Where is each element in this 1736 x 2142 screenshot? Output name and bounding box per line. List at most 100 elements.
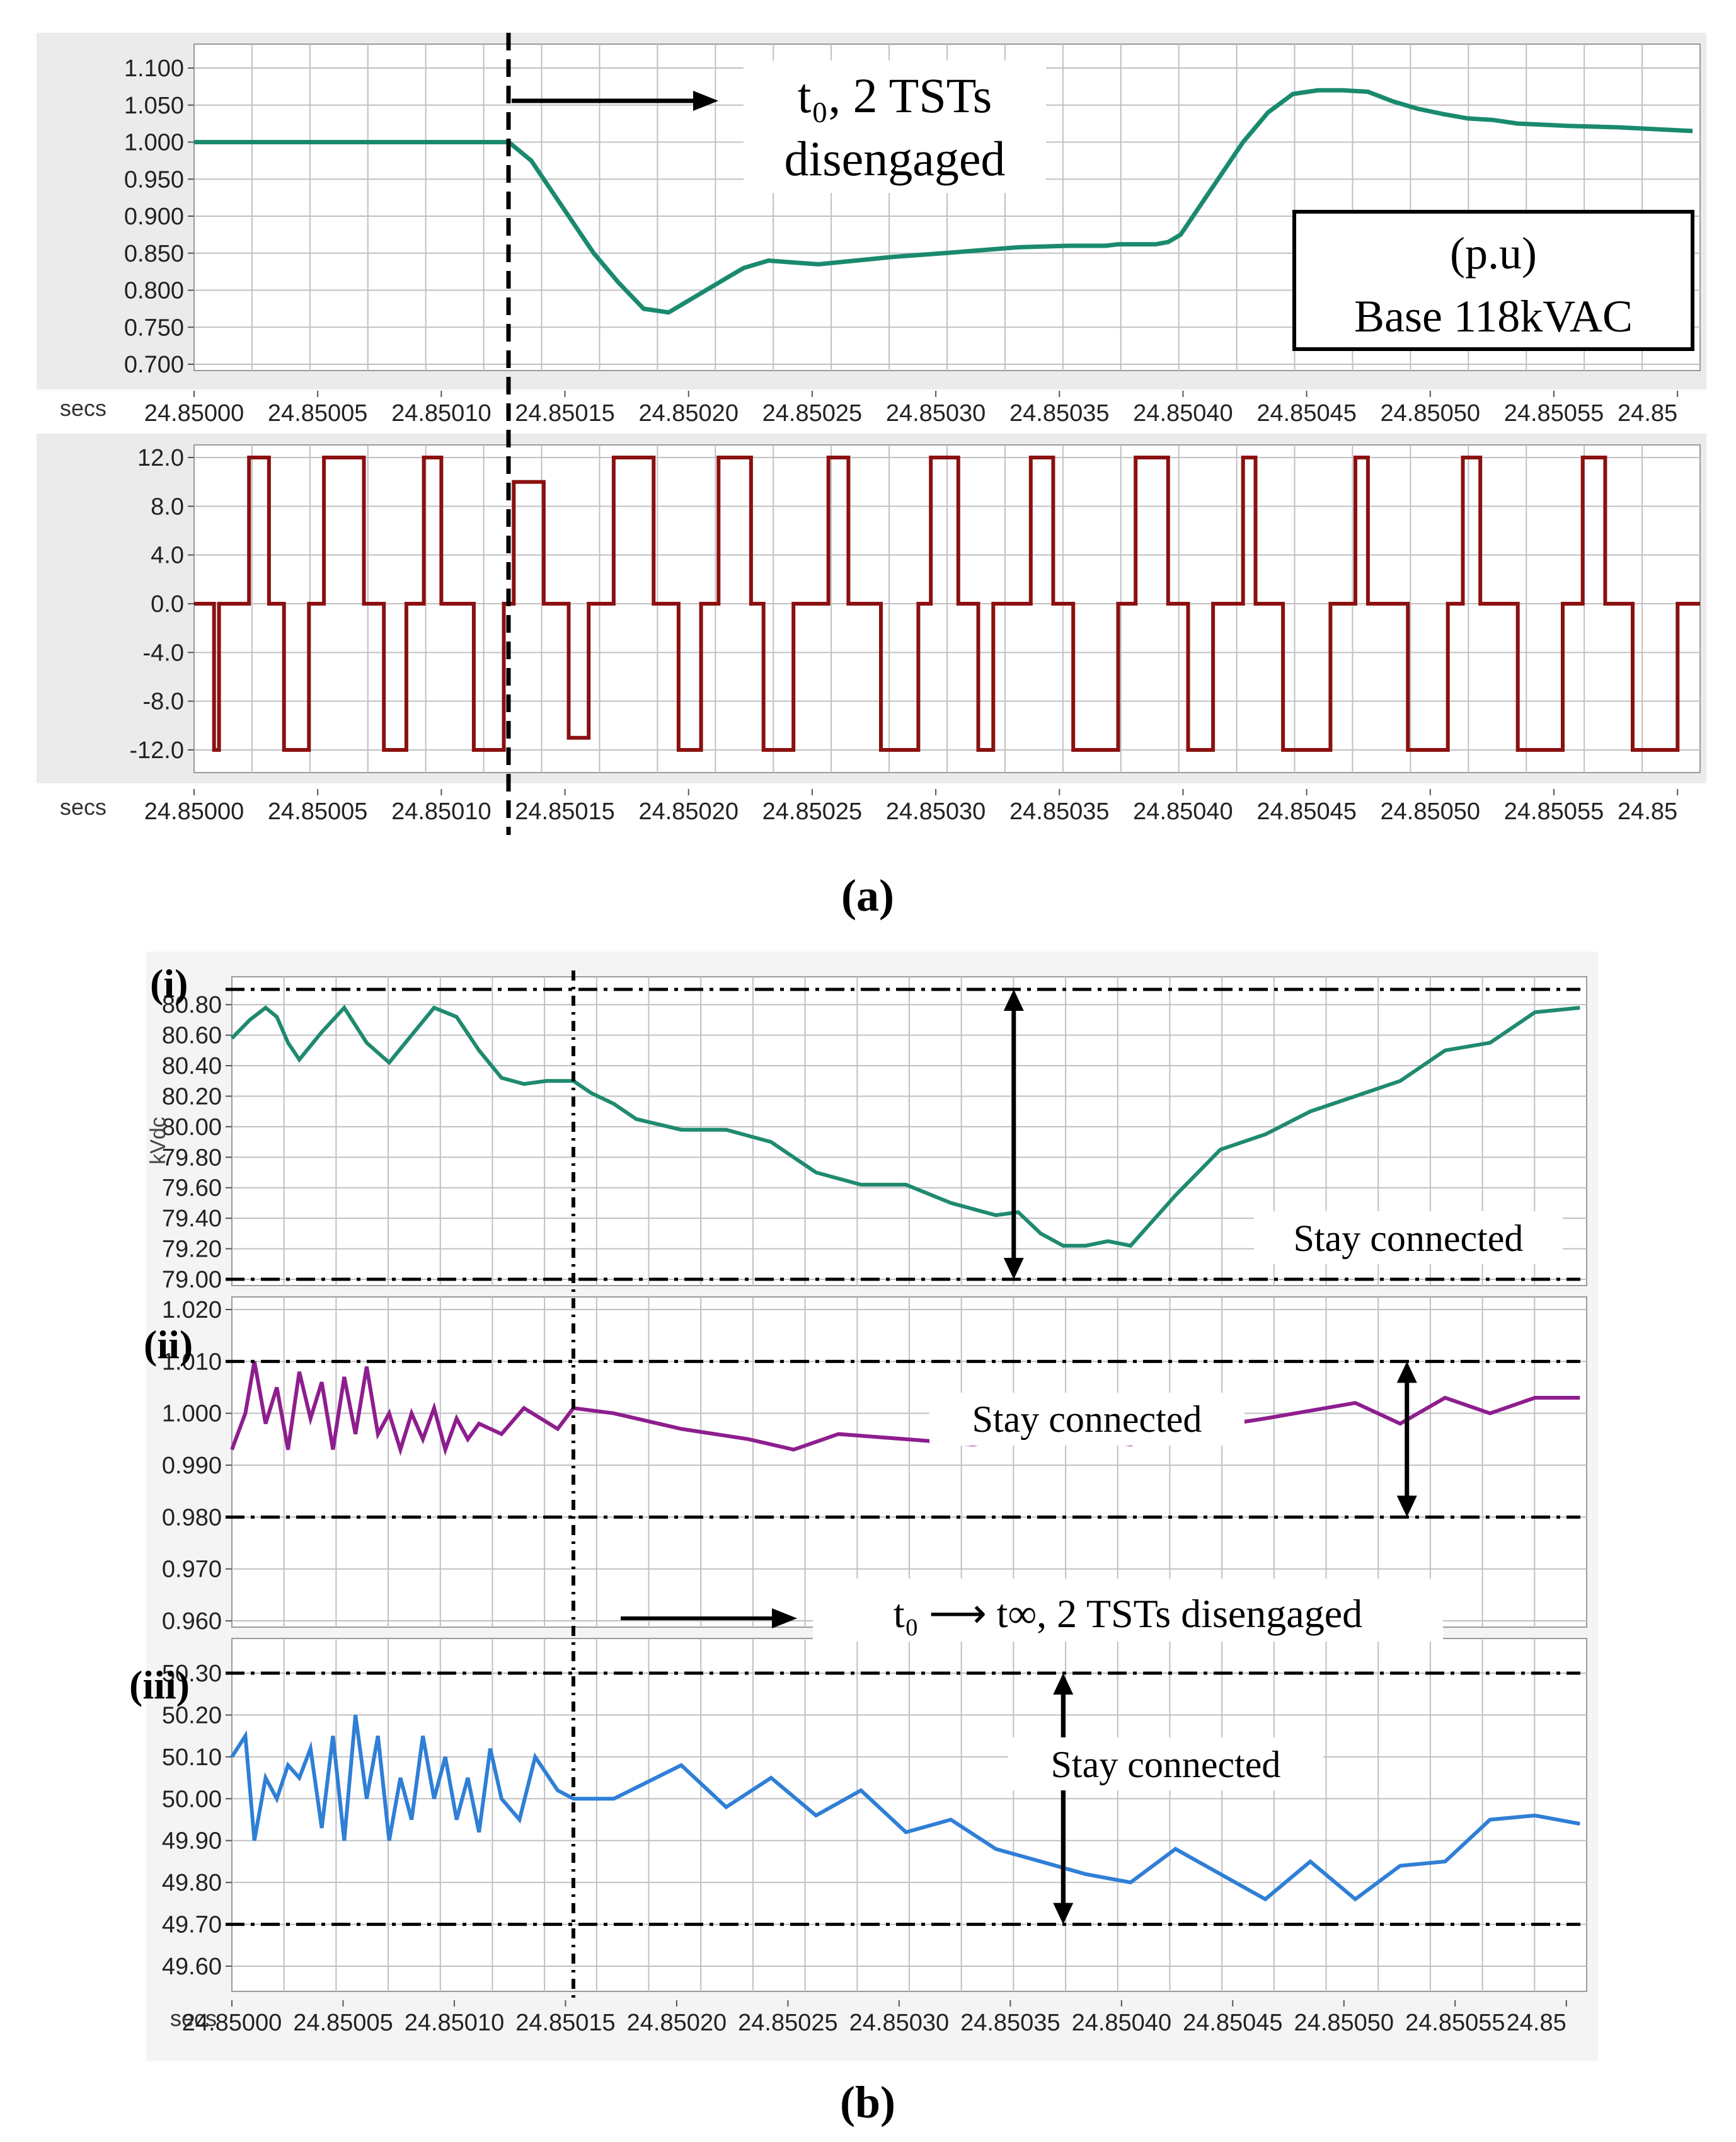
panel-a-event-text-2: disengaged [785, 131, 1006, 186]
panel-b-ii-stay-box [929, 1393, 1245, 1446]
panel-a-bottom: 12.0 8.0 4.0 0.0 -4.0 -8.0 -12.0 secs 24.85000… [37, 434, 1706, 835]
panel-a-bottom-y-tick-label: -12.0 [129, 737, 184, 764]
panel-b-iii-range-arrowhead-down [1053, 1903, 1074, 1925]
panel-b-i-y-tick-label: 80.40 [162, 1053, 222, 1080]
panel-a-bottom-x-tick-label: 24.85050 [1381, 798, 1481, 825]
panel-b-event-arrowhead [772, 1608, 797, 1628]
panel-b-i-range-arrowhead-up [1003, 989, 1024, 1011]
panel-b-iii-stay-box [1008, 1737, 1323, 1790]
panel-b-i-y-tick-label: 79.40 [162, 1206, 222, 1232]
panel-a-top-y-tick-label: 0.750 [124, 314, 184, 341]
panel-a-bottom-y-tick-label: -4.0 [143, 640, 184, 666]
panel-a-bottom-x-tick-label: 24.85035 [1009, 798, 1110, 825]
figure-a-caption: (a) [841, 870, 894, 921]
panel-b-iii-y-tick-label: 50.00 [162, 1786, 222, 1812]
panel-a-bottom-x-ticks: 24.85000 24.85005 24.85010 24.85015 24.85020… [144, 789, 1679, 825]
panel-b-iii-x-tick-label: 24.85005 [293, 2010, 393, 2036]
panel-b-iii-x-tick-label: 24.85025 [738, 2010, 838, 2036]
panel-b-iii-y-ticks: 50.30 50.20 50.10 50.00 49.90 49.80 49.70 49.60 [162, 1661, 232, 1980]
panel-a-top-y-tick-label: 0.800 [124, 278, 184, 304]
panel-b-i-y-tick-label: 79.60 [162, 1175, 222, 1202]
panel-b-iii-x-tick-label: 24.85045 [1183, 2010, 1283, 2036]
panel-a-top-x-tick-label: 24.85020 [638, 400, 739, 427]
panel-b-ii-y-tick-label: 0.990 [162, 1453, 222, 1479]
panel-a-top-y-tick-label: 0.700 [124, 352, 184, 378]
panel-b-iii-x-tick-label: 24.85040 [1072, 2010, 1172, 2036]
panel-a-event-arrowhead [693, 91, 718, 111]
panel-a-event-label-box [744, 60, 1046, 193]
panel-b-iii-x-tick-label: 24.85 [1507, 2010, 1566, 2036]
panel-a-top-x-axis-label: secs [60, 395, 106, 421]
panel-b-iii-stay-connected: Stay connected [1008, 1737, 1323, 1790]
panel-b-iii-y-tick-label: 50.30 [162, 1661, 222, 1687]
panel-b-iii-x-tick-label: 24.85000 [182, 2010, 282, 2036]
panel-a-base-unit: (p.u) [1450, 228, 1537, 279]
panel-a-bottom-x-tick-label: 24.85025 [762, 798, 863, 825]
panel-a-top-y-tick-label: 0.900 [124, 204, 184, 230]
panel-a-base-box: (p.u) Base 118kVAC [1292, 210, 1694, 351]
panel-a-bottom-x-tick-label: 24.85010 [391, 798, 491, 825]
panel-a-base-box-frame [1292, 210, 1694, 351]
panel-b-iii-y-tick-label: 49.80 [162, 1870, 222, 1896]
panel-b-iii-range-arrowhead-up [1053, 1673, 1074, 1695]
panel-a-top-y-tick-label: 0.850 [124, 241, 184, 267]
panel-a-top-x-ticks: 24.85000 24.85005 24.85010 24.85015 24.85020… [144, 391, 1679, 427]
panel-b-ii-y-tick-label: 0.970 [162, 1557, 222, 1583]
panel-a-top-x-tick-label: 24.85055 [1504, 400, 1604, 427]
panel-b-ii-y-tick-label: 1.000 [162, 1401, 222, 1427]
panel-b-x-axis-label: secs [170, 2005, 217, 2031]
panel-b-iii-x-tick-label: 24.85015 [515, 2010, 616, 2036]
panel-b-i-y-tick-label: 79.80 [162, 1144, 222, 1171]
panel-b-iii: 50.30 50.20 50.10 50.00 49.90 49.80 49.70 49.60… [129, 1638, 1587, 2036]
panel-b-iii-y-tick-label: 49.60 [162, 1954, 222, 1980]
panel-a-bottom-pwm-line [194, 456, 1700, 752]
panel-a-bottom-x-axis-band [37, 785, 1706, 835]
panel-b-event-label-box [813, 1579, 1443, 1642]
panel-a-bottom-x-tick-label: 24.85005 [268, 798, 368, 825]
panel-a-top-x-tick-label: 24.85000 [144, 400, 244, 427]
panel-b-iii-stay-text: Stay connected [1051, 1744, 1281, 1785]
panel-b-i-y-tick-label: 80.80 [162, 992, 222, 1018]
panel-b-ii-y-tick-label: 1.020 [162, 1297, 222, 1323]
panel-b-iii-x-ticks: 24.85000 24.85005 24.85010 24.85015 24.85020… [182, 2000, 1567, 2036]
panel-b-ii-y-tick-label: 0.980 [162, 1504, 222, 1531]
panel-b-ii-stay-connected: Stay connected [929, 1393, 1245, 1446]
panel-b-ii-y-ticks: 1.020 1.010 1.000 0.990 0.980 0.970 0.960 [162, 1297, 232, 1635]
panel-b-i-y-tick-label: 80.60 [162, 1023, 222, 1049]
panel-a-base-value: Base 118kVAC [1354, 291, 1633, 342]
panel-a-top-x-tick-label: 24.85040 [1133, 400, 1233, 427]
panel-b-ii-label: (ii) [144, 1322, 193, 1367]
panel-a-bottom-x-tick-label: 24.85000 [144, 798, 244, 825]
panel-a-bottom-x-tick-label: 24.85040 [1133, 798, 1233, 825]
panel-a-top-y-tick-label: 1.000 [124, 130, 184, 156]
panel-b-i-dc-voltage-line [230, 1005, 1580, 1248]
panel-b-ii-range-arrowhead-down [1396, 1495, 1417, 1517]
panel-a-top-y-tick-label: 1.050 [124, 93, 184, 119]
panel-b-i-range-arrowhead-down [1003, 1258, 1024, 1279]
panel-b-i-y-tick-label: 79.00 [162, 1267, 222, 1293]
panel-b-iii-frequency-hz-line [230, 1715, 1580, 1902]
panel-b-iii-x-tick-label: 24.85055 [1405, 2010, 1505, 2036]
panel-a-top-x-tick-label: 24.85 [1618, 400, 1677, 427]
panel-a-bottom-y-tick-label: 8.0 [151, 493, 184, 520]
panel-a-event-annotation: t₀, 2 TSTs disengaged [512, 60, 1046, 193]
panel-b-event-annotation: t₀ ⟶ t∞, 2 TSTs disengaged [621, 1579, 1443, 1642]
panel-a-top-x-tick-label: 24.85050 [1381, 400, 1481, 427]
panel-b-i-y-tick-label: 80.20 [162, 1083, 222, 1110]
panel-a-top-x-tick-label: 24.85010 [391, 400, 491, 427]
panel-b-iii-x-tick-label: 24.85020 [627, 2010, 727, 2036]
panel-a-bottom-y-ticks: 12.0 8.0 4.0 0.0 -4.0 -8.0 -12.0 [129, 445, 194, 764]
panel-a-bottom-x-tick-label: 24.85 [1618, 798, 1677, 825]
panel-a-bottom-x-tick-label: 24.85055 [1504, 798, 1604, 825]
panel-b-i-label: (i) [150, 961, 188, 1006]
panel-b-iii-y-tick-label: 49.70 [162, 1912, 222, 1938]
panel-a-top-x-axis-band [37, 391, 1706, 434]
panel-a-top-x-tick-label: 24.85015 [515, 400, 615, 427]
panel-a-top-x-tick-label: 24.85030 [886, 400, 986, 427]
panel-a-bottom-x-tick-label: 24.85045 [1256, 798, 1357, 825]
panel-b-iii-y-tick-label: 50.20 [162, 1702, 222, 1729]
panel-b-i-y-tick-label: 80.00 [162, 1114, 222, 1141]
figure-b-caption: (b) [840, 2077, 895, 2128]
panel-b-iii-x-tick-label: 24.85010 [405, 2010, 505, 2036]
